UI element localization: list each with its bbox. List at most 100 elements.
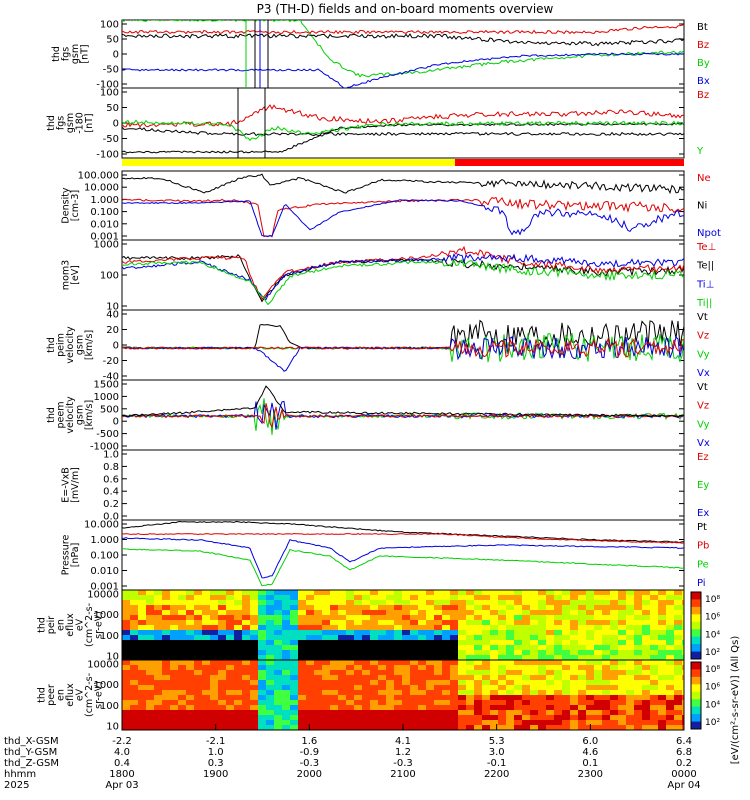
heatmap-cell (490, 685, 498, 690)
heatmap-cell (426, 685, 434, 690)
heatmap-cell (506, 595, 514, 600)
heatmap-cell (570, 655, 578, 660)
heatmap-cell (610, 710, 618, 715)
heatmap-cell (682, 645, 684, 650)
heatmap-cell (298, 685, 306, 690)
heatmap-cell (226, 700, 234, 705)
heatmap-cell (482, 695, 490, 700)
heatmap-cell (226, 675, 234, 680)
heatmap-cell (378, 615, 386, 620)
heatmap-cell (146, 605, 154, 610)
heatmap-cell (474, 615, 482, 620)
heatmap-cell (314, 685, 322, 690)
heatmap-cell (194, 595, 202, 600)
heatmap-cell (354, 610, 362, 615)
heatmap-cell (650, 610, 658, 615)
heatmap-cell (458, 710, 466, 715)
heatmap-cell (490, 700, 498, 705)
heatmap-cell (130, 665, 138, 670)
heatmap-cell (554, 720, 562, 725)
heatmap-cell (170, 715, 178, 720)
heatmap-cell (642, 680, 650, 685)
y-tick-label: 100 (100, 88, 119, 99)
heatmap-cell (626, 595, 634, 600)
heatmap-cell (234, 660, 242, 665)
heatmap-cell (666, 685, 674, 690)
heatmap-cell (490, 625, 498, 630)
heatmap-cell (338, 700, 346, 705)
heatmap-cell (330, 690, 338, 695)
heatmap-cell (634, 690, 642, 695)
heatmap-cell (482, 655, 490, 660)
heatmap-cell (482, 615, 490, 620)
heatmap-cell (154, 590, 162, 595)
colorbar-swatch (691, 662, 701, 670)
heatmap-cell (290, 685, 298, 690)
heatmap-cell (194, 625, 202, 630)
heatmap-cell (202, 600, 210, 605)
heatmap-cell (562, 660, 570, 665)
heatmap-cell (354, 595, 362, 600)
heatmap-cell (562, 705, 570, 710)
heatmap-cell (410, 615, 418, 620)
legend-Ez: Ez (697, 452, 709, 463)
heatmap-cell (554, 705, 562, 710)
heatmap-cell (226, 705, 234, 710)
heatmap-cell (370, 605, 378, 610)
heatmap-cell (530, 610, 538, 615)
heatmap-cell (290, 700, 298, 705)
heatmap-cell (266, 705, 274, 710)
heatmap-cell (130, 670, 138, 675)
heatmap-cell (674, 670, 682, 675)
heatmap-cell (338, 615, 346, 620)
heatmap-cell (506, 600, 514, 605)
heatmap-cell (346, 630, 354, 635)
heatmap-cell (586, 685, 594, 690)
heatmap-cell (234, 720, 242, 725)
heatmap-cell (218, 720, 226, 725)
heatmap-cell (474, 675, 482, 680)
heatmap-cell (578, 680, 586, 685)
heatmap-cell (258, 610, 266, 615)
y-tick-label: 0 (113, 119, 119, 130)
heatmap-cell (274, 610, 282, 615)
heatmap-cell (122, 650, 130, 655)
heatmap-cell (634, 700, 642, 705)
heatmap-cell (674, 665, 682, 670)
heatmap-cell (554, 660, 562, 665)
heatmap-cell (266, 640, 274, 645)
heatmap-cell (626, 630, 634, 635)
heatmap-cell (210, 655, 218, 660)
heatmap-cell (562, 590, 570, 595)
heatmap-cell (610, 620, 618, 625)
heatmap-cell (122, 630, 130, 635)
x-tick-label: 6.4 (676, 736, 692, 747)
panel-pressure: 10.0001.0000.1000.0100.001Pressure[nPa]P… (60, 519, 709, 593)
heatmap-cell (570, 630, 578, 635)
heatmap-cell (554, 655, 562, 660)
heatmap-cell (306, 705, 314, 710)
heatmap-cell (338, 705, 346, 710)
heatmap-cell (234, 615, 242, 620)
heatmap-cell (394, 670, 402, 675)
heatmap-cell (362, 630, 370, 635)
heatmap-cell (322, 655, 330, 660)
heatmap-cell (578, 605, 586, 610)
heatmap-cell (554, 635, 562, 640)
heatmap-cell (674, 650, 682, 655)
heatmap-cell (282, 605, 290, 610)
heatmap-cell (530, 665, 538, 670)
heatmap-cell (650, 705, 658, 710)
heatmap-cell (130, 625, 138, 630)
heatmap-cell (610, 695, 618, 700)
heatmap-cell (274, 690, 282, 695)
heatmap-cell (458, 615, 466, 620)
colorbar-swatch (691, 636, 701, 645)
heatmap-cells (122, 660, 684, 730)
heatmap-cell (234, 710, 242, 715)
y-tick-label: 0.2 (103, 499, 119, 510)
trace-Pi (122, 537, 684, 579)
heatmap-cell (122, 665, 130, 670)
heatmap-cell (330, 635, 338, 640)
